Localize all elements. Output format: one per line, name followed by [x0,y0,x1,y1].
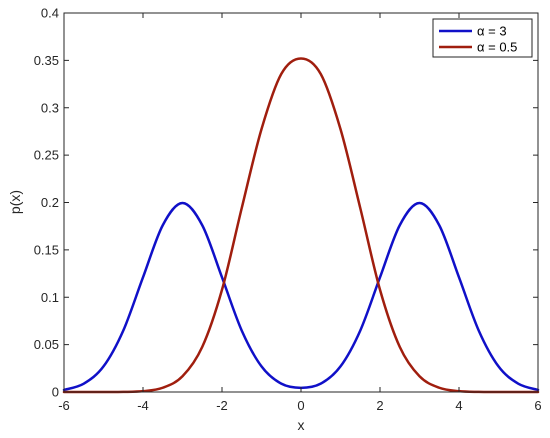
y-tick-label: 0.4 [41,6,59,21]
x-tick-label: -6 [58,398,70,413]
series-line-1 [62,57,540,394]
y-tick-label: 0.15 [34,242,59,257]
y-tick-label: 0.35 [34,53,59,68]
legend: α = 3 α = 0.5 [432,18,533,58]
y-tick-label: 0.2 [41,195,59,210]
x-tick-label: 0 [297,398,304,413]
x-tick-label: 2 [376,398,383,413]
x-tick-label: 4 [455,398,462,413]
x-tick-label: -4 [137,398,149,413]
x-tick-label: -2 [216,398,228,413]
x-axis-ticks: -6 -4 -2 0 2 4 6 [58,13,542,413]
y-tick-label: 0.3 [41,100,59,115]
y-axis-ticks: 0 0.05 0.1 0.15 0.2 0.25 0.3 0.35 0.4 [34,6,538,400]
y-tick-label: 0 [52,385,59,400]
y-tick-label: 0.05 [34,337,59,352]
x-tick-label: 6 [534,398,541,413]
plot-area [64,13,538,392]
x-axis-label: x [298,417,305,433]
y-tick-label: 0.1 [41,290,59,305]
y-tick-label: 0.25 [34,148,59,163]
legend-label-alpha-0-5: α = 0.5 [477,40,517,55]
legend-box [432,18,533,58]
y-axis-label: p(x) [7,190,23,214]
legend-label-alpha-3: α = 3 [477,24,507,39]
